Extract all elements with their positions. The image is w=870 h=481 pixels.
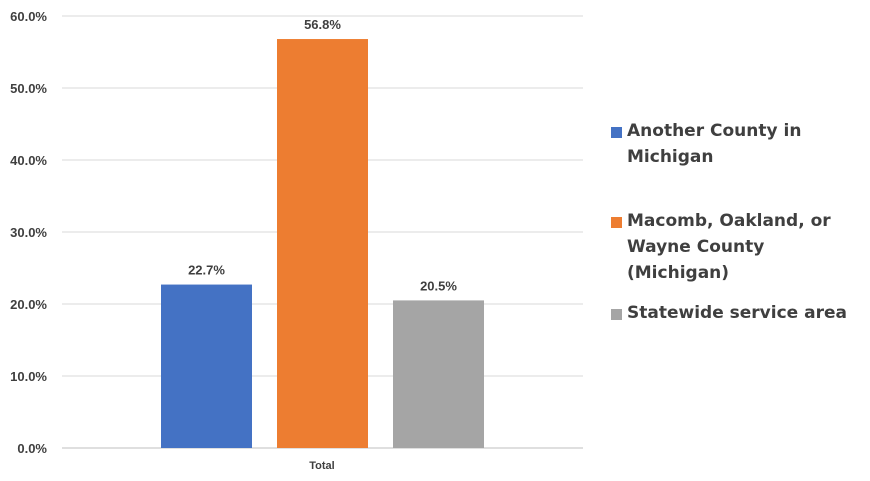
y-tick-label: 60.0% <box>10 9 47 24</box>
legend-swatch <box>611 309 622 320</box>
legend: Another County in Michigan Macomb, Oakla… <box>611 118 866 326</box>
legend-label: Macomb, Oakland, or Wayne County (Michig… <box>627 211 831 283</box>
data-label: 22.7% <box>188 263 225 278</box>
legend-item-macomb-oakland-wayne: Macomb, Oakland, or Wayne County (Michig… <box>611 208 866 286</box>
y-tick-label: 20.0% <box>10 297 47 312</box>
legend-label: Another County in Michigan <box>627 121 802 167</box>
bar <box>161 284 252 448</box>
legend-item-statewide: Statewide service area <box>611 300 866 326</box>
y-tick-label: 30.0% <box>10 225 47 240</box>
bar-chart: 0.0% 10.0% 20.0% 30.0% 40.0% 50.0% 60.0% 22.7%… <box>10 9 583 472</box>
legend-swatch <box>611 217 622 228</box>
y-tick-label: 10.0% <box>10 369 47 384</box>
data-label: 56.8% <box>304 17 341 32</box>
data-labels: 22.7% 56.8% 20.5% <box>188 17 457 293</box>
y-axis: 0.0% 10.0% 20.0% 30.0% 40.0% 50.0% 60.0% <box>10 9 47 456</box>
legend-swatch <box>611 127 622 138</box>
bar <box>393 300 484 448</box>
bar <box>277 39 368 448</box>
y-tick-label: 0.0% <box>17 441 47 456</box>
bars <box>161 39 484 448</box>
legend-label: Statewide service area <box>627 303 847 323</box>
y-tick-label: 50.0% <box>10 81 47 96</box>
legend-item-another-county: Another County in Michigan <box>611 118 866 170</box>
data-label: 20.5% <box>420 278 457 293</box>
y-tick-label: 40.0% <box>10 153 47 168</box>
x-axis: Total <box>309 460 334 472</box>
category-label: Total <box>309 460 334 472</box>
